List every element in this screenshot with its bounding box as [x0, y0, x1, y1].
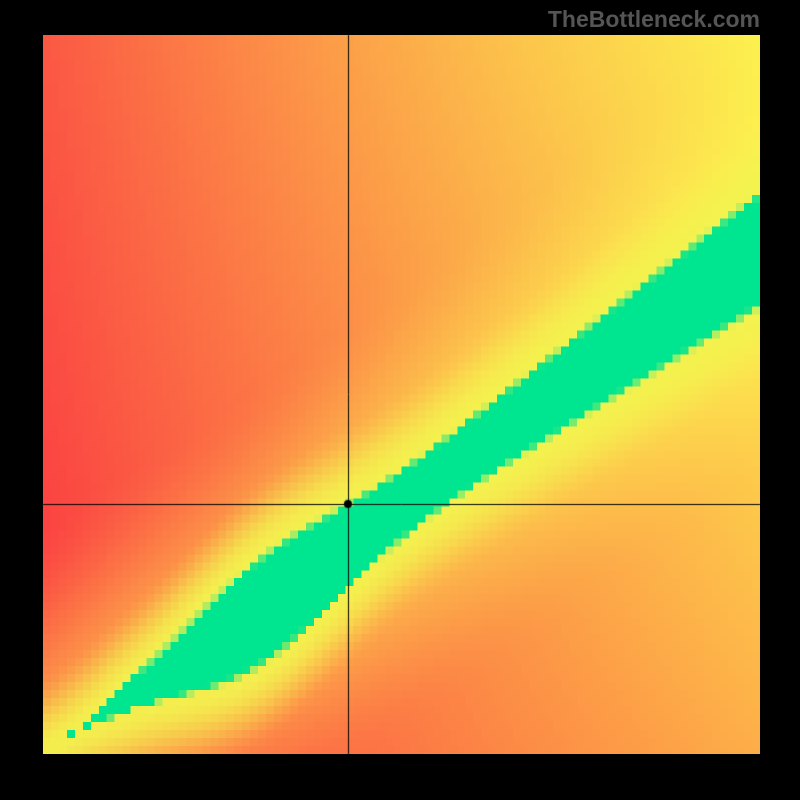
chart-container: TheBottleneck.com	[0, 0, 800, 800]
crosshair-overlay	[0, 0, 800, 800]
watermark-text: TheBottleneck.com	[548, 6, 760, 33]
